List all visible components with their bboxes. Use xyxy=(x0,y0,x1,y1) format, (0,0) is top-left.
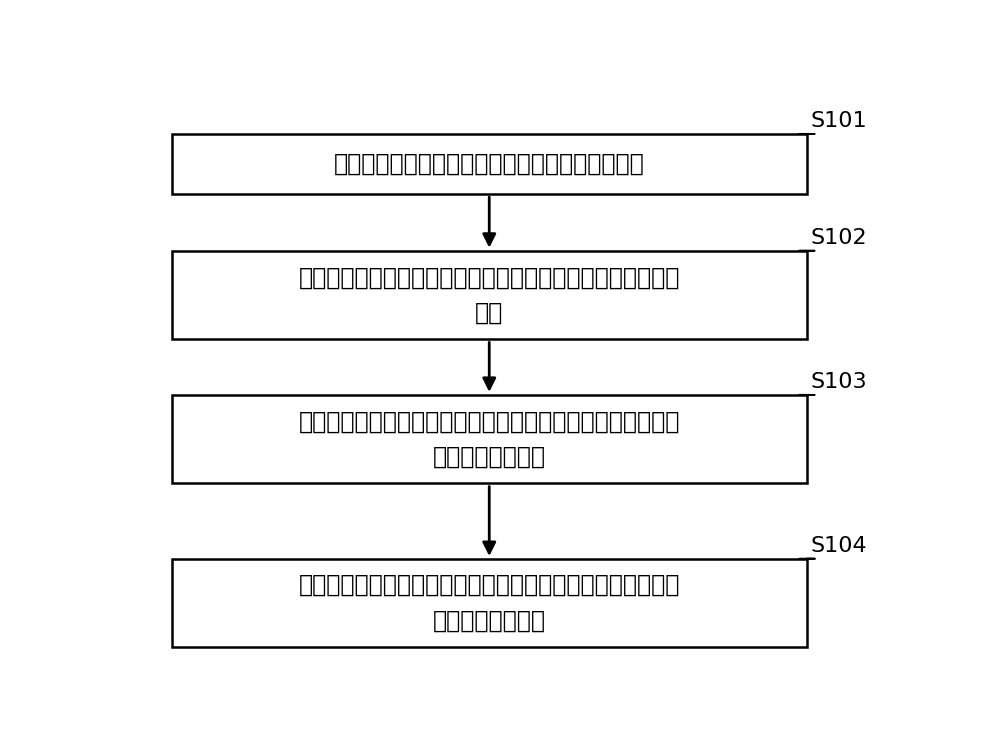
Text: 基于目标相对滑移率和相对滑移率，通过滑模差速控制算法确
定转矩协调百分比: 基于目标相对滑移率和相对滑移率，通过滑模差速控制算法确 定转矩协调百分比 xyxy=(299,409,680,469)
Text: S101: S101 xyxy=(811,111,868,131)
Text: 按照转矩协调百分比控制驱动轮的输出转矩，以控制驱动轮在
行驶过程的滑移率: 按照转矩协调百分比控制驱动轮的输出转矩，以控制驱动轮在 行驶过程的滑移率 xyxy=(299,573,680,633)
Bar xyxy=(172,395,807,483)
Text: S102: S102 xyxy=(811,228,868,248)
Text: S104: S104 xyxy=(811,536,868,556)
Text: 通过预构建的转向行驶动力学模型确定各驱动轮之间的相对滑
移率: 通过预构建的转向行驶动力学模型确定各驱动轮之间的相对滑 移率 xyxy=(299,266,680,325)
Bar xyxy=(172,559,807,647)
Text: S103: S103 xyxy=(811,372,868,392)
Bar xyxy=(172,251,807,339)
Bar xyxy=(172,134,807,194)
Text: 获取高空作业车的各驱动轮之间的目标相对滑移率: 获取高空作业车的各驱动轮之间的目标相对滑移率 xyxy=(334,152,645,176)
